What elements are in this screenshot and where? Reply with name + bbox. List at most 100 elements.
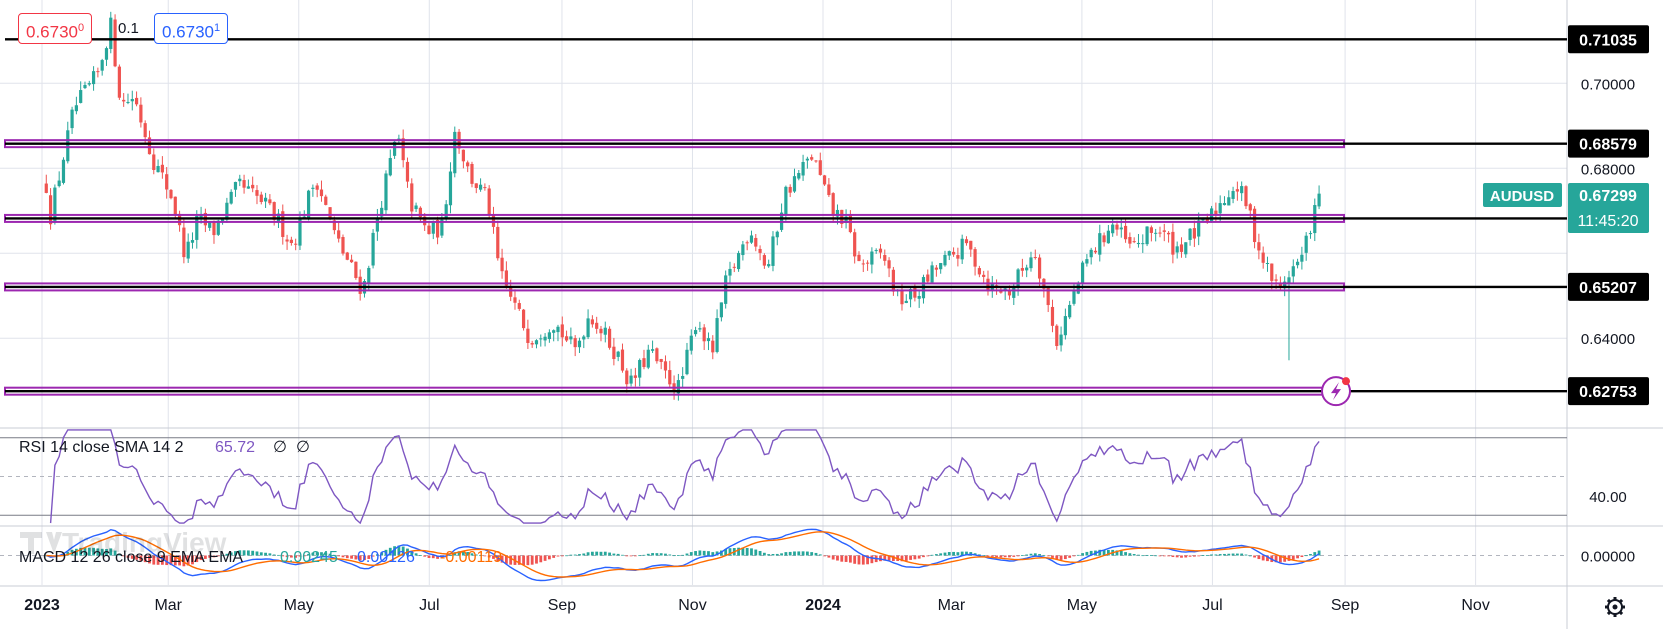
macd-histogram-bar — [1248, 555, 1252, 557]
level-label: 0.68579 — [1579, 137, 1637, 154]
candle-body — [934, 267, 938, 270]
macd-histogram-bar — [483, 555, 487, 557]
macd-histogram-bar — [96, 548, 100, 556]
macd-histogram-bar — [904, 555, 908, 561]
alert-dot — [1342, 377, 1350, 386]
level-label: 0.65207 — [1579, 280, 1637, 297]
candle-body — [663, 361, 668, 371]
candle-body — [1106, 230, 1110, 244]
macd-histogram-bar — [492, 555, 495, 559]
macd-histogram-bar — [818, 554, 822, 556]
macd-histogram-bar — [943, 552, 947, 556]
candle-body — [1291, 266, 1295, 277]
candle-body — [827, 184, 831, 196]
macd-histogram-bar — [702, 550, 706, 556]
macd-histogram-bar — [762, 552, 766, 556]
candle-body — [1059, 334, 1063, 346]
macd-histogram-bar — [861, 555, 865, 565]
macd-histogram-bar — [930, 554, 934, 556]
candle-body — [139, 104, 143, 123]
candle-body — [315, 185, 319, 190]
candle-body — [319, 189, 324, 197]
candle-body — [1119, 227, 1123, 230]
candle-body — [620, 349, 625, 371]
countdown: 11:45:20 — [1577, 213, 1638, 230]
macd-histogram-bar — [681, 554, 685, 556]
macd-histogram-bar — [1025, 554, 1029, 556]
candle-body — [448, 171, 453, 206]
candle-body — [758, 248, 762, 253]
macd-histogram-bar — [715, 551, 719, 556]
candle-body — [496, 226, 500, 259]
candle-body — [960, 238, 964, 260]
macd-histogram-bar — [1253, 555, 1256, 558]
candle-body — [840, 209, 844, 224]
candle-body — [414, 205, 418, 210]
macd-histogram-bar — [216, 555, 220, 557]
macd-histogram-bar — [1038, 554, 1041, 556]
candle-body — [693, 330, 698, 335]
candle-body — [1016, 269, 1020, 287]
candle-body — [616, 351, 620, 357]
candle-body — [1063, 316, 1067, 336]
macd-histogram-bar — [831, 555, 835, 560]
candle-body — [569, 336, 573, 340]
macd-histogram-bar — [109, 548, 113, 556]
candle-body — [169, 189, 173, 199]
macd-histogram-bar — [530, 555, 534, 565]
macd-histogram-bar — [870, 555, 874, 564]
candle-body — [509, 287, 513, 297]
macd-histogram-bar — [126, 555, 130, 558]
candle-body — [1274, 279, 1278, 281]
candle-body — [668, 370, 672, 385]
candle-body — [285, 239, 289, 242]
macd-histogram-bar — [1291, 555, 1295, 560]
candle-body — [891, 269, 895, 292]
level-label: 0.71035 — [1579, 32, 1637, 49]
candle-body — [711, 340, 715, 353]
candle-body — [70, 109, 74, 129]
candle-body — [977, 268, 981, 275]
candle-body — [947, 251, 951, 256]
macd-histogram-bar — [965, 551, 968, 556]
macd-histogram-bar — [595, 551, 599, 556]
candle-body — [173, 196, 177, 216]
macd-histogram-bar — [1145, 554, 1149, 556]
candle-body — [74, 105, 78, 112]
ask-price-box[interactable]: 0.67301 — [154, 13, 229, 44]
level-label-bg — [1568, 129, 1649, 158]
candle-body — [736, 253, 741, 270]
macd-histogram-bar — [113, 550, 117, 556]
macd-histogram-bar — [1102, 550, 1106, 556]
candle-body — [853, 232, 857, 257]
macd-histogram-bar — [754, 549, 758, 556]
candle-body — [405, 161, 410, 182]
candle-body — [1149, 227, 1153, 233]
macd-histogram-bar — [1162, 555, 1166, 557]
candle-body — [1248, 204, 1252, 211]
candle-body — [810, 157, 814, 160]
macd-histogram-bar — [999, 555, 1003, 558]
candle-body — [182, 227, 186, 258]
bid-price-box[interactable]: 0.67300 — [18, 13, 93, 44]
macd-histogram-bar — [694, 551, 697, 556]
macd-histogram-bar — [504, 555, 508, 564]
macd-histogram-bar — [208, 555, 212, 558]
candle-body — [629, 375, 633, 384]
gear-icon[interactable] — [1605, 597, 1625, 617]
macd-histogram-bar — [423, 555, 427, 557]
macd-histogram-bar — [1266, 555, 1269, 562]
macd-histogram-bar — [1141, 555, 1145, 557]
macd-histogram-bar — [1188, 555, 1192, 557]
candle-body — [1205, 219, 1209, 223]
macd-histogram-bar — [668, 554, 672, 556]
candle-body — [573, 338, 577, 348]
macd-histogram-bar — [848, 555, 852, 563]
candle-body — [461, 149, 465, 162]
candle-body — [66, 130, 70, 162]
candle-body — [1257, 242, 1261, 251]
macd-histogram-bar — [543, 555, 547, 561]
candle-body — [951, 251, 956, 255]
